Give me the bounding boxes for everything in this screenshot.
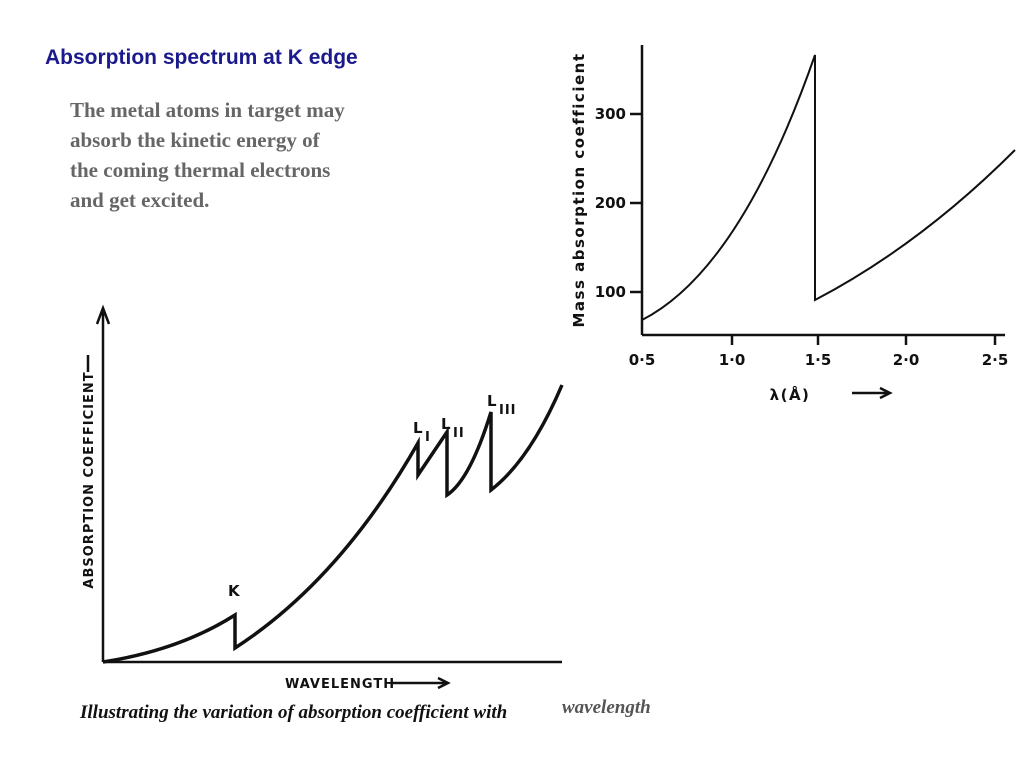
absorption-curve <box>641 54 1016 321</box>
x-tick-label: 2·0 <box>893 351 920 369</box>
arrow <box>852 386 893 400</box>
edge-label: L <box>441 415 452 433</box>
right-figure: 300 200 100 0·5 1·0 1·5 2·0 2·5 λ(Å) Mas… <box>570 45 1016 404</box>
x-axis-label: λ(Å) <box>770 385 811 404</box>
absorption-curve <box>102 384 564 664</box>
y-axis <box>95 304 111 662</box>
x-tick-label: 0·5 <box>629 351 656 369</box>
x-tick-label: 1·0 <box>719 351 746 369</box>
y-axis-label: ABSORPTION COEFFICIENT <box>82 371 97 588</box>
x-tick-label: 2·5 <box>982 351 1009 369</box>
arrow <box>392 676 451 690</box>
y-tick-label: 300 <box>595 105 626 123</box>
caption-end: wavelength <box>562 697 651 718</box>
x-tick-label: 1·5 <box>805 351 832 369</box>
caption: Illustrating the variation of absorption… <box>79 702 507 723</box>
y-axis-label: Mass absorption coefficient <box>570 53 588 328</box>
y-tick-label: 100 <box>595 283 626 301</box>
paragraph-line: absorb the kinetic energy of <box>70 128 321 152</box>
edge-subscript: III <box>499 403 517 418</box>
paragraph-line: and get excited. <box>70 188 209 212</box>
slide-title: Absorption spectrum at K edge <box>45 46 358 69</box>
edge-subscript: I <box>425 430 431 445</box>
edge-subscript: II <box>453 426 465 441</box>
edge-label: L <box>487 392 498 410</box>
paragraph-line: The metal atoms in target may <box>70 98 345 122</box>
left-figure: ABSORPTION COEFFICIENT WAVELENGTH K L I … <box>79 304 651 723</box>
edge-label: L <box>413 419 424 437</box>
y-tick-label: 200 <box>595 194 626 212</box>
x-axis-label: WAVELENGTH <box>285 677 395 692</box>
edge-label: K <box>228 582 241 600</box>
paragraph-line: the coming thermal electrons <box>70 158 330 182</box>
